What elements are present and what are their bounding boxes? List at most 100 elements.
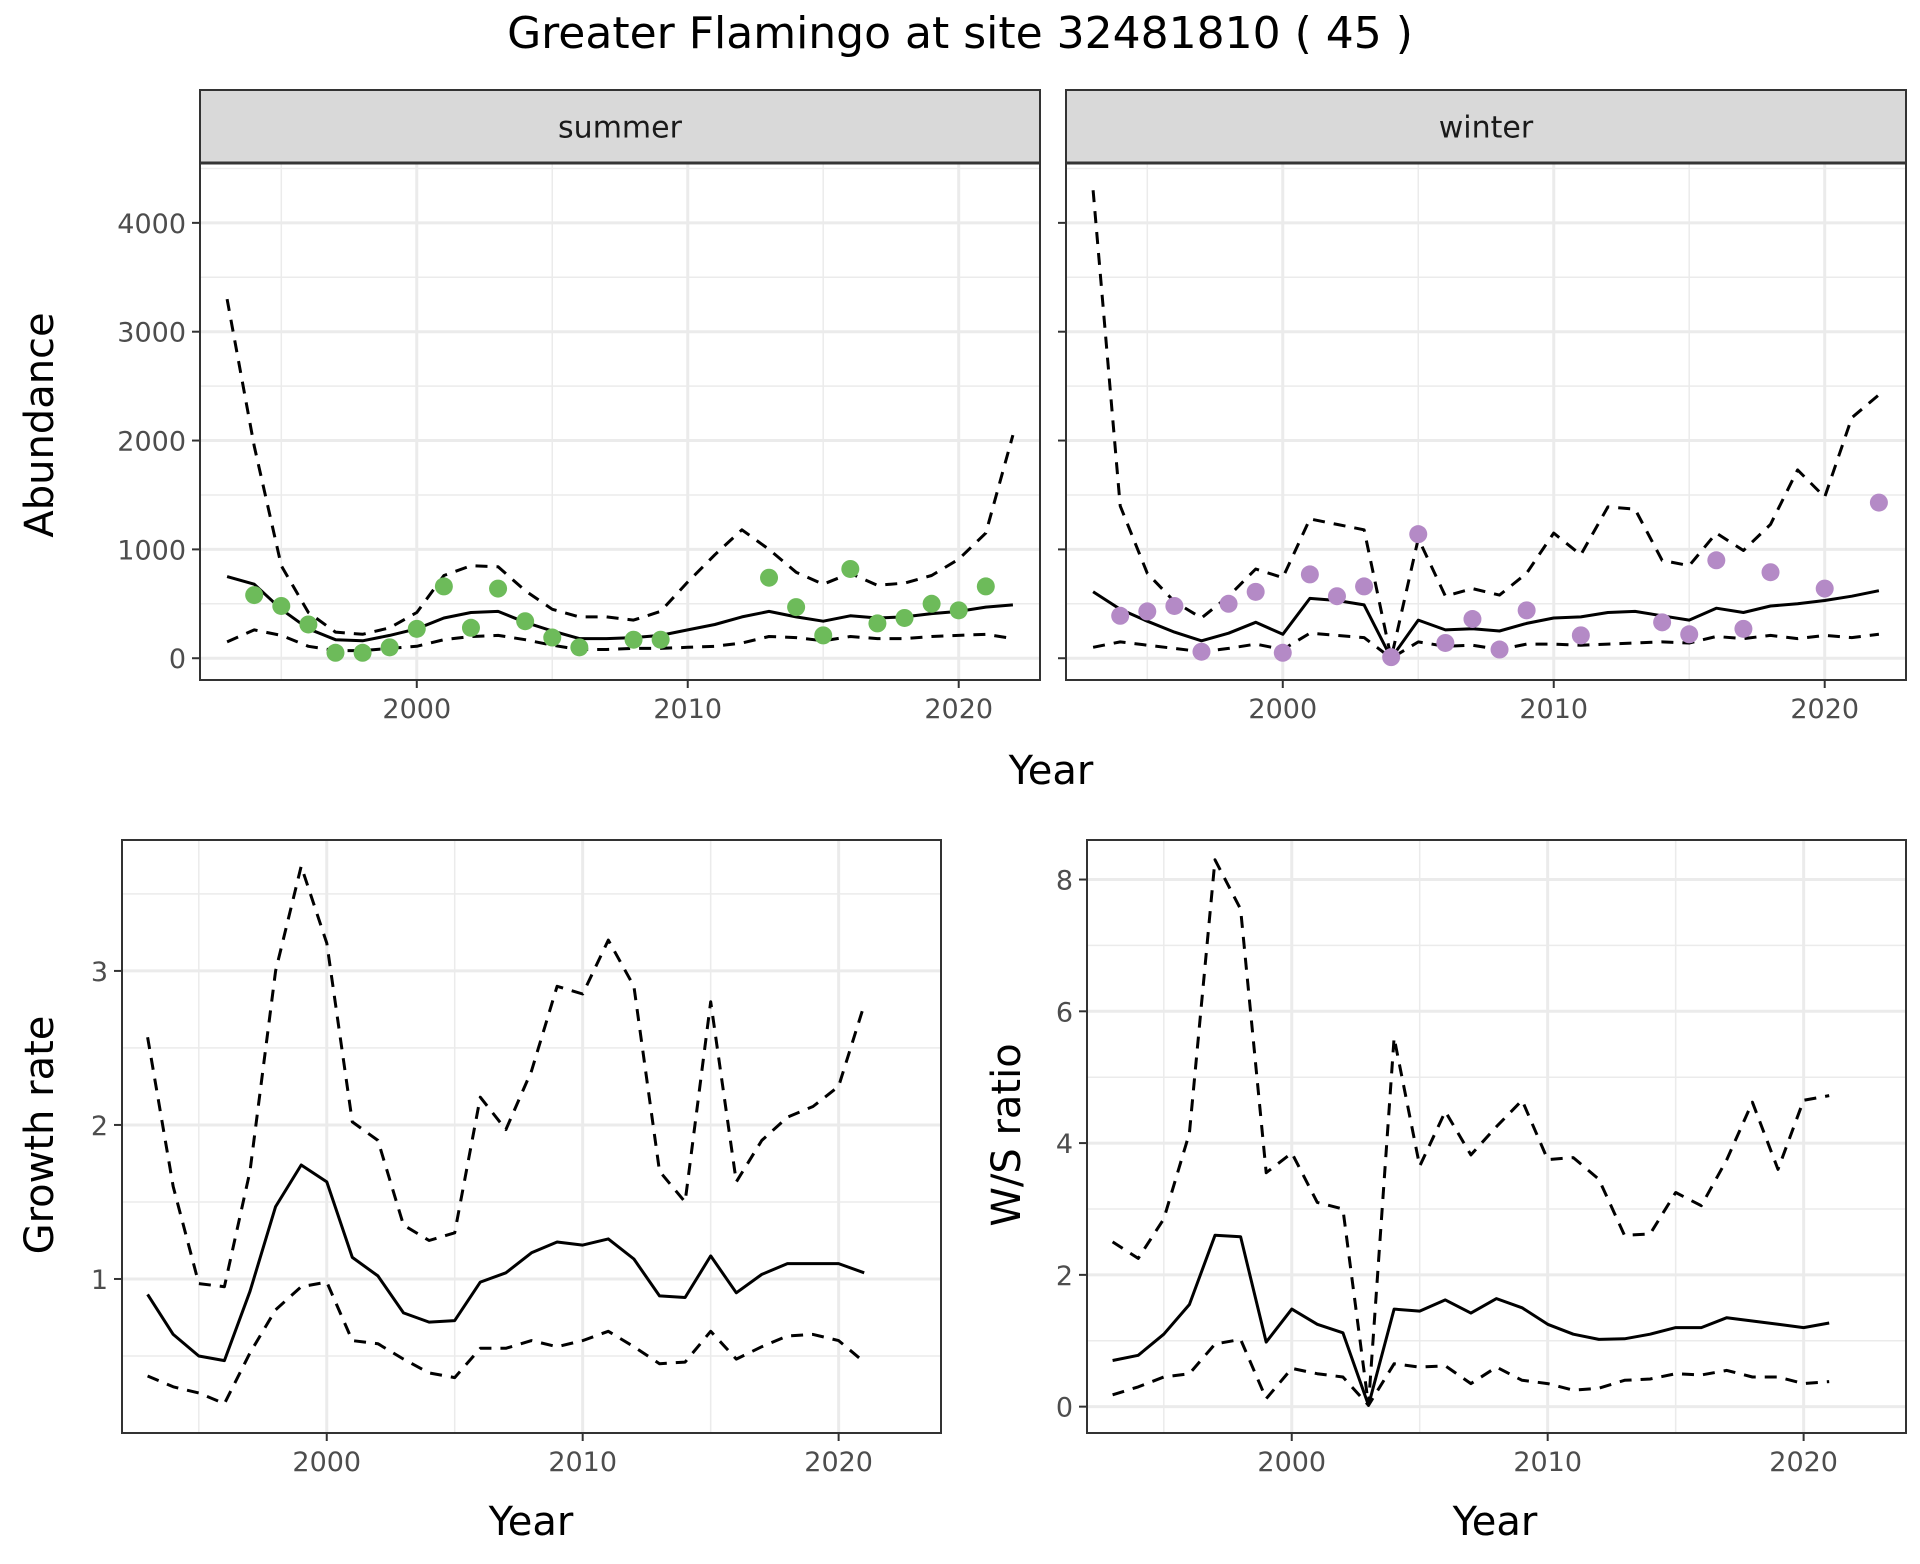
observed-point: [1869, 493, 1888, 512]
observed-point: [1382, 648, 1401, 667]
estimate-line-0: [1112, 1233, 1830, 1407]
observed-point: [1490, 640, 1509, 659]
observed-point: [543, 628, 562, 647]
y-axis-title-ratio: W/S ratio: [984, 1043, 1030, 1226]
observed-point: [1571, 626, 1590, 645]
panel-ratio: 2000 2010 2020 0 2 4 6 8: [1056, 839, 1907, 1478]
dashed-interval-line-1: [146, 864, 866, 1289]
observed-point: [787, 598, 806, 617]
x-tick-label: 2000: [1257, 1447, 1326, 1478]
observed-point: [760, 568, 779, 587]
observed-point: [380, 638, 399, 657]
y-tick-label: 2: [91, 1111, 108, 1142]
x-axis-title-growth: Year: [488, 1499, 574, 1545]
observed-point: [1653, 613, 1672, 632]
observed-point: [895, 608, 914, 627]
observed-point: [814, 626, 833, 645]
observed-point: [1355, 577, 1374, 596]
x-tick-label: 2010: [548, 1447, 617, 1478]
y-tick-label: 8: [1056, 866, 1073, 897]
observed-point: [868, 614, 887, 633]
estimate-line-0: [146, 1163, 865, 1363]
observed-point: [976, 577, 995, 596]
observed-point: [299, 615, 318, 634]
observed-point: [407, 619, 426, 638]
panel-background: [1066, 163, 1906, 680]
facet-strip: [199, 89, 1041, 164]
y-tick-label: 0: [169, 644, 186, 675]
observed-point: [1165, 596, 1184, 615]
y-tick-label: 4: [1056, 1129, 1073, 1160]
observed-point: [1517, 601, 1536, 620]
observed-point: [272, 596, 291, 615]
observed-point: [353, 643, 372, 662]
observed-point: [1219, 594, 1238, 613]
y-tick-label: 0: [1056, 1393, 1073, 1424]
dashed-interval-line-2: [1092, 631, 1880, 660]
y-tick-label: 3000: [117, 318, 186, 349]
x-axis-title-top: Year: [1008, 748, 1094, 794]
observed-point: [245, 586, 264, 605]
x-tick-label: 2000: [1248, 694, 1317, 725]
dashed-interval-line-1: [1111, 858, 1830, 1407]
observed-point: [570, 638, 589, 657]
y-axis-title-growth: Growth rate: [17, 1016, 63, 1255]
x-tick-label: 2010: [653, 694, 722, 725]
panel-background: [200, 163, 1040, 680]
observed-point: [651, 630, 670, 649]
observed-point: [949, 601, 968, 620]
x-tick-label: 2020: [804, 1447, 873, 1478]
observed-point: [1761, 563, 1780, 582]
y-tick-label: 1000: [117, 535, 186, 566]
panel-summer: summer 2000 2010 2020 0 1000 2000 3000 4000: [117, 89, 1041, 725]
panel-background: [122, 840, 941, 1433]
observed-point: [1707, 551, 1726, 570]
panel-border: [121, 839, 942, 1434]
x-tick-label: 2020: [924, 694, 993, 725]
facet-label-summer: summer: [558, 111, 683, 146]
observed-point: [1300, 565, 1319, 584]
observed-point: [1246, 582, 1265, 601]
y-tick-label: 6: [1056, 997, 1073, 1028]
x-tick-label: 2020: [1790, 694, 1859, 725]
x-tick-label: 2010: [1513, 1447, 1582, 1478]
panel-background: [1087, 840, 1906, 1433]
observed-point: [922, 594, 941, 613]
y-tick-label: 3: [91, 957, 108, 988]
observed-point: [489, 579, 508, 598]
observed-point: [1111, 606, 1130, 625]
panel-border: [1086, 839, 1907, 1434]
x-tick-label: 2000: [382, 694, 451, 725]
observed-point: [1680, 625, 1699, 644]
dashed-interval-line-2: [147, 1280, 866, 1406]
observed-point: [1463, 610, 1482, 629]
dashed-interval-line-2: [1112, 1337, 1830, 1407]
panel-winter: winter 2000 2010 2020: [1058, 89, 1907, 725]
main-title: Greater Flamingo at site 32481810 ( 45 ): [507, 8, 1413, 59]
y-tick-label: 4000: [117, 209, 186, 240]
facet-label-winter: winter: [1439, 111, 1534, 146]
observed-point: [1327, 587, 1346, 606]
x-tick-label: 2010: [1519, 694, 1588, 725]
x-tick-label: 2000: [292, 1447, 361, 1478]
y-tick-label: 2000: [117, 427, 186, 458]
observed-point: [516, 612, 535, 631]
x-axis-title-ratio: Year: [1452, 1499, 1538, 1545]
estimate-line-0: [1092, 589, 1880, 660]
observed-point: [624, 630, 643, 649]
observed-point: [1734, 619, 1753, 638]
y-axis-title-top: Abundance: [17, 312, 63, 537]
dashed-interval-line-1: [225, 298, 1015, 636]
observed-point: [1192, 642, 1211, 661]
panel-growth: 2000 2010 2020 1 2 3: [91, 839, 942, 1478]
observed-point: [461, 618, 480, 637]
panels: summer 2000 2010 2020 0 1000 2000 3000 4000 winte…: [91, 89, 1907, 1478]
observed-point: [326, 643, 345, 662]
observed-point: [1273, 643, 1292, 662]
y-tick-label: 1: [91, 1265, 108, 1296]
observed-point: [1436, 633, 1455, 652]
observed-point: [841, 559, 860, 578]
observed-point: [1409, 525, 1428, 544]
x-tick-label: 2020: [1769, 1447, 1838, 1478]
